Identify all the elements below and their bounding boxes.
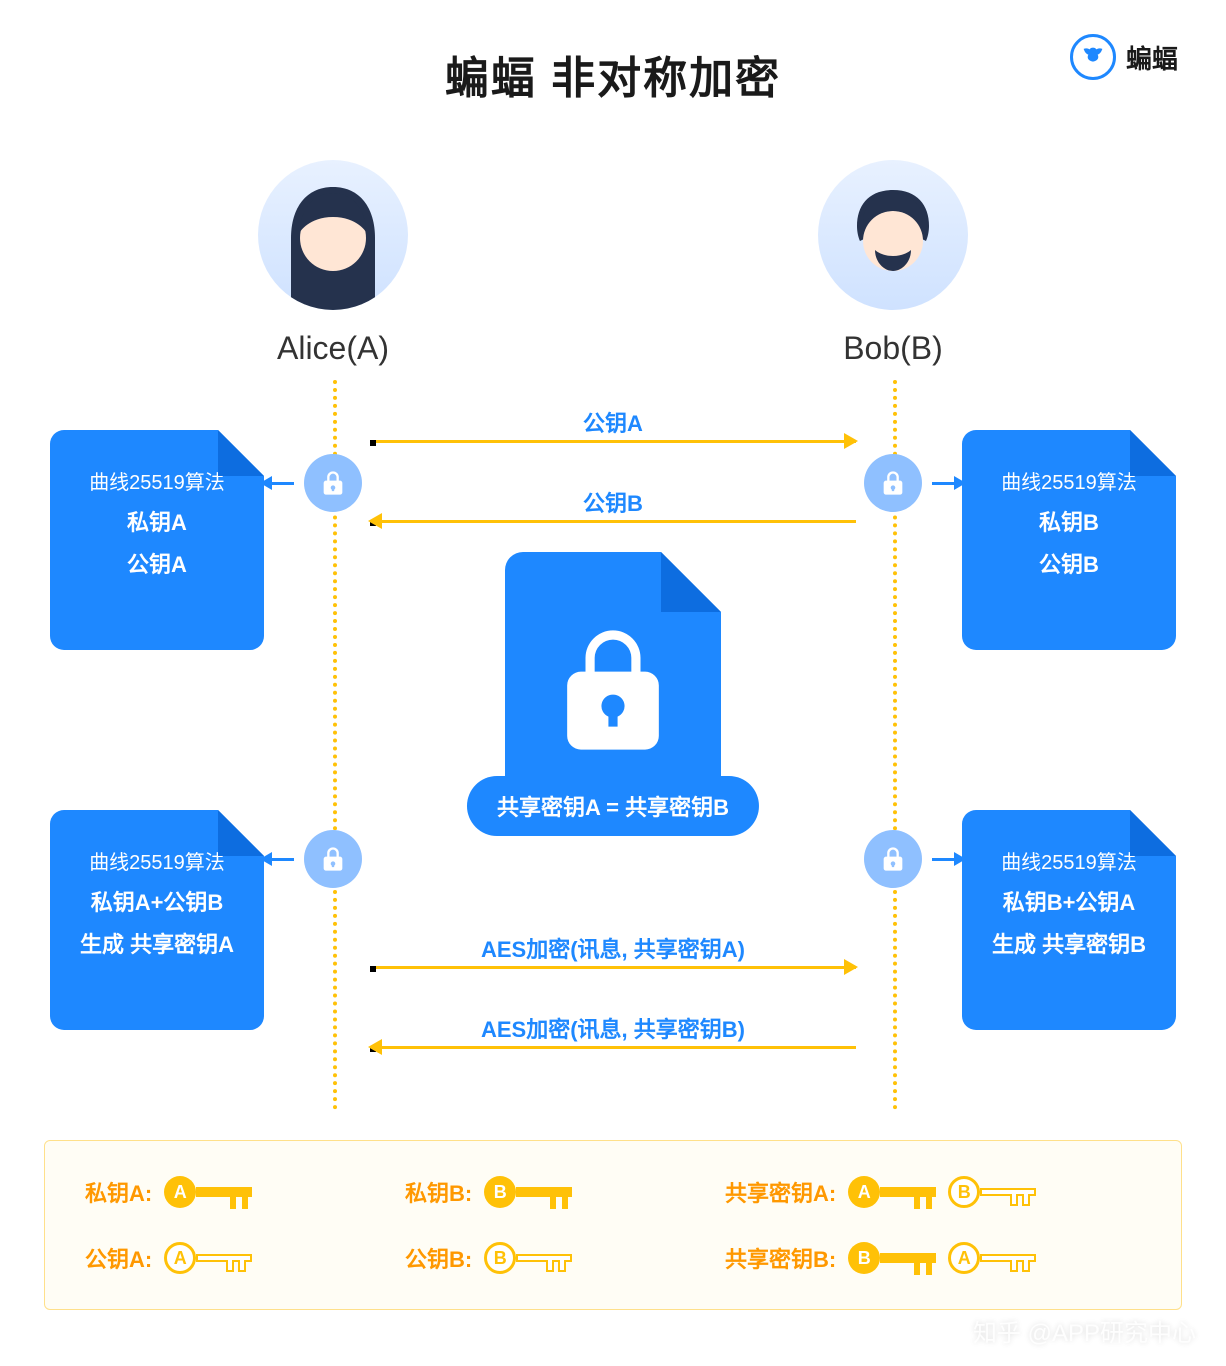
doc-fold-icon: [661, 552, 721, 612]
lock-node-a2: [304, 830, 362, 888]
legend-label: 公钥B:: [405, 1242, 472, 1274]
diagram-canvas: 蝙蝠 非对称加密 蝙蝠 Alice(A) Bob(B): [0, 0, 1226, 1366]
arrow-label: 公钥A: [370, 406, 856, 438]
doc-fold-icon: [1130, 810, 1176, 856]
key-icon: B: [848, 1242, 936, 1274]
arrow-pubkey-a: [370, 440, 856, 443]
arrow-aes-b: [370, 1046, 856, 1049]
legend-item: 私钥A: A: [85, 1176, 385, 1208]
doc-shared-key: [505, 552, 721, 812]
lock-node-a1: [304, 454, 362, 512]
bat-logo-icon: [1070, 34, 1116, 80]
legend-item: 共享密钥B: BA: [725, 1242, 1141, 1274]
avatar-alice: [258, 160, 408, 310]
doc-fold-icon: [218, 430, 264, 476]
doc-line: 私钥A+公钥B: [66, 882, 248, 924]
brand-text: 蝙蝠: [1126, 39, 1178, 76]
legend-item: 私钥B: B: [405, 1176, 705, 1208]
doc-line: 私钥A: [66, 502, 248, 544]
arrow-to-alice-keys: [262, 482, 294, 485]
legend-label: 公钥A:: [85, 1242, 152, 1274]
doc-fold-icon: [1130, 430, 1176, 476]
doc-bob-keys: 曲线25519算法 私钥B 公钥B: [962, 430, 1176, 650]
arrow-label: 公钥B: [370, 486, 856, 518]
arrow-to-bob-shared: [932, 858, 964, 861]
arrow-label: AES加密(讯息, 共享密钥B): [370, 1012, 856, 1044]
doc-alice-keys: 曲线25519算法 私钥A 公钥A: [50, 430, 264, 650]
shared-key-equation: 共享密钥A = 共享密钥B: [467, 776, 759, 836]
doc-alice-shared: 曲线25519算法 私钥A+公钥B 生成 共享密钥A: [50, 810, 264, 1030]
legend-item: 公钥B: B: [405, 1242, 705, 1274]
page-title: 蝙蝠 非对称加密: [0, 42, 1226, 106]
arrow-pubkey-b: [370, 520, 856, 523]
key-icon: B: [948, 1176, 1036, 1208]
doc-line: 公钥A: [66, 544, 248, 586]
legend-label: 私钥A:: [85, 1176, 152, 1208]
doc-line: 公钥B: [978, 544, 1160, 586]
doc-line: 私钥B: [978, 502, 1160, 544]
avatar-bob-label: Bob(B): [818, 330, 968, 367]
doc-fold-icon: [218, 810, 264, 856]
doc-line: 生成 共享密钥A: [66, 924, 248, 966]
arrow-aes-a: [370, 966, 856, 969]
key-icon: B: [484, 1242, 572, 1274]
brand: 蝙蝠: [1070, 34, 1178, 80]
key-icon: A: [948, 1242, 1036, 1274]
key-icon: A: [164, 1242, 252, 1274]
doc-line: 生成 共享密钥B: [978, 924, 1160, 966]
key-icon: A: [164, 1176, 252, 1208]
lock-node-b1: [864, 454, 922, 512]
avatar-bob: [818, 160, 968, 310]
avatar-alice-label: Alice(A): [258, 330, 408, 367]
key-icon: A: [848, 1176, 936, 1208]
legend-item: 公钥A: A: [85, 1242, 385, 1274]
lock-icon: [558, 630, 668, 755]
doc-line: 私钥B+公钥A: [978, 882, 1160, 924]
watermark: 知乎 @APP研究中心: [973, 1313, 1196, 1348]
legend-label: 共享密钥B:: [725, 1242, 836, 1274]
arrow-label: AES加密(讯息, 共享密钥A): [370, 932, 856, 964]
lock-node-b2: [864, 830, 922, 888]
legend-label: 私钥B:: [405, 1176, 472, 1208]
legend-item: 共享密钥A: AB: [725, 1176, 1141, 1208]
arrow-to-bob-keys: [932, 482, 964, 485]
arrow-to-alice-shared: [262, 858, 294, 861]
legend: 私钥A:A私钥B:B共享密钥A:AB公钥A:A公钥B:B共享密钥B:BA: [44, 1140, 1182, 1310]
legend-label: 共享密钥A:: [725, 1176, 836, 1208]
key-icon: B: [484, 1176, 572, 1208]
doc-bob-shared: 曲线25519算法 私钥B+公钥A 生成 共享密钥B: [962, 810, 1176, 1030]
